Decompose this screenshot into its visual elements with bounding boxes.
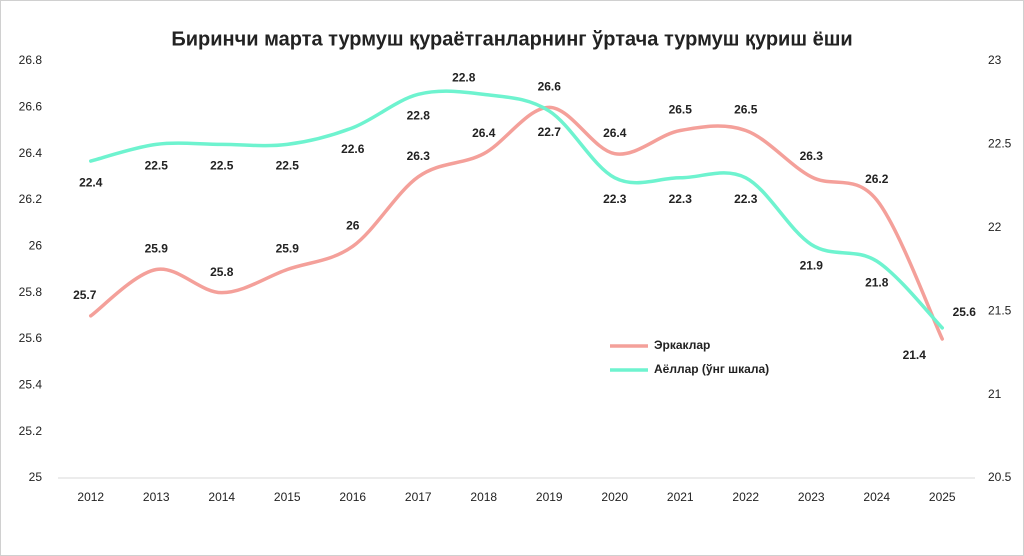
y2-tick-label: 22.5 bbox=[988, 137, 1012, 151]
data-label: 26.5 bbox=[669, 103, 693, 117]
data-label: 26.4 bbox=[603, 126, 627, 140]
x-tick-label: 2015 bbox=[274, 490, 301, 504]
data-label: 21.9 bbox=[800, 259, 824, 273]
data-label: 21.8 bbox=[865, 275, 889, 289]
y-tick-label: 26.6 bbox=[19, 100, 43, 114]
data-label: 22.7 bbox=[538, 125, 562, 139]
data-label: 25.6 bbox=[953, 305, 977, 319]
legend-label: Эркаклар bbox=[654, 338, 710, 352]
legend-label: Аёллар (ўнг шкала) bbox=[654, 362, 769, 376]
data-label: 25.8 bbox=[210, 265, 234, 279]
data-label: 25.9 bbox=[276, 242, 300, 256]
y-tick-label: 25.2 bbox=[19, 424, 43, 438]
x-tick-label: 2012 bbox=[77, 490, 104, 504]
data-label: 26.3 bbox=[800, 149, 824, 163]
data-label: 22.5 bbox=[276, 159, 300, 173]
x-tick-label: 2020 bbox=[601, 490, 628, 504]
data-label: 26.2 bbox=[865, 172, 889, 186]
y2-tick-label: 21.5 bbox=[988, 303, 1012, 317]
data-label: 25.9 bbox=[145, 242, 169, 256]
data-label: 22.3 bbox=[669, 192, 693, 206]
data-label: 26.5 bbox=[734, 103, 758, 117]
x-tick-label: 2021 bbox=[667, 490, 694, 504]
y2-tick-label: 22 bbox=[988, 220, 1002, 234]
x-tick-label: 2014 bbox=[208, 490, 235, 504]
y2-tick-label: 20.5 bbox=[988, 470, 1012, 484]
data-label: 26.3 bbox=[407, 149, 431, 163]
data-label: 22.6 bbox=[341, 142, 365, 156]
series-line bbox=[89, 105, 944, 341]
y2-tick-label: 23 bbox=[988, 53, 1002, 67]
data-label: 22.4 bbox=[79, 175, 103, 189]
y2-tick-label: 21 bbox=[988, 387, 1002, 401]
x-tick-label: 2024 bbox=[863, 490, 890, 504]
y-tick-label: 26.2 bbox=[19, 192, 43, 206]
data-label: 25.7 bbox=[73, 288, 97, 302]
data-label: 22.8 bbox=[407, 109, 431, 123]
x-tick-label: 2017 bbox=[405, 490, 432, 504]
y-tick-label: 25.8 bbox=[19, 285, 43, 299]
data-label: 22.3 bbox=[603, 192, 627, 206]
y-tick-label: 26 bbox=[29, 239, 43, 253]
data-label: 22.8 bbox=[452, 71, 476, 85]
data-label: 22.5 bbox=[210, 159, 234, 173]
x-tick-label: 2016 bbox=[339, 490, 366, 504]
y-tick-label: 25.4 bbox=[19, 378, 43, 392]
data-label: 26.6 bbox=[538, 80, 562, 94]
y-tick-label: 26.8 bbox=[19, 53, 43, 67]
x-tick-label: 2013 bbox=[143, 490, 170, 504]
x-tick-label: 2022 bbox=[732, 490, 759, 504]
data-label: 26 bbox=[346, 219, 360, 233]
x-tick-label: 2019 bbox=[536, 490, 563, 504]
data-label: 22.5 bbox=[145, 159, 169, 173]
x-tick-label: 2025 bbox=[929, 490, 956, 504]
series-line bbox=[89, 89, 944, 330]
x-tick-label: 2023 bbox=[798, 490, 825, 504]
y-tick-label: 25 bbox=[29, 470, 43, 484]
y-tick-label: 25.6 bbox=[19, 331, 43, 345]
data-label: 21.4 bbox=[903, 348, 927, 362]
y-tick-label: 26.4 bbox=[19, 146, 43, 160]
data-label: 22.3 bbox=[734, 192, 758, 206]
chart-title: Биринчи марта турмуш қураётганларнинг ўр… bbox=[171, 28, 852, 50]
data-label: 26.4 bbox=[472, 126, 496, 140]
x-tick-label: 2018 bbox=[470, 490, 497, 504]
